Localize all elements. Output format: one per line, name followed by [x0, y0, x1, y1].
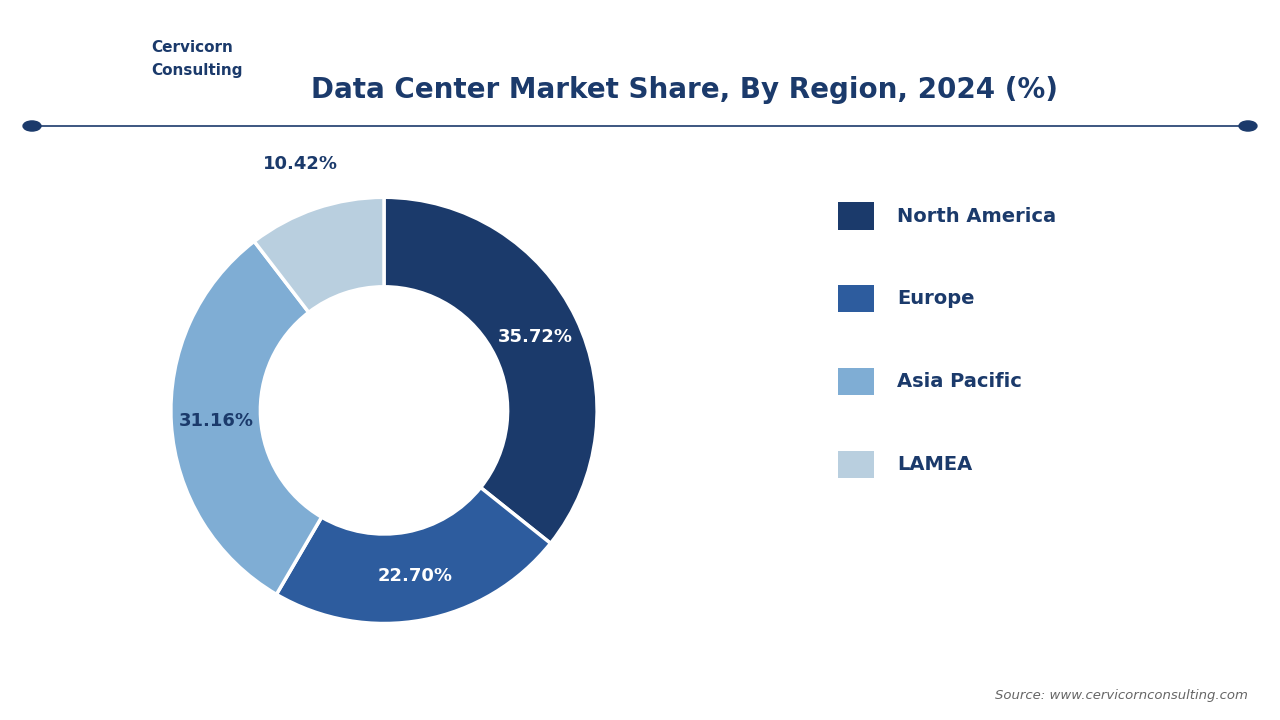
Wedge shape — [172, 241, 321, 595]
Text: 22.70%: 22.70% — [378, 567, 452, 585]
Text: C: C — [56, 45, 86, 78]
Wedge shape — [384, 197, 596, 544]
Bar — [100, 65, 123, 83]
Text: 31.16%: 31.16% — [178, 412, 253, 430]
Text: Cervicorn
Consulting: Cervicorn Consulting — [151, 40, 242, 78]
Text: Data Center Market Share, By Region, 2024 (%): Data Center Market Share, By Region, 202… — [311, 76, 1059, 104]
Text: LAMEA: LAMEA — [897, 455, 973, 474]
Wedge shape — [255, 197, 384, 312]
Text: Europe: Europe — [897, 289, 975, 308]
Bar — [100, 40, 123, 58]
Wedge shape — [276, 487, 550, 624]
Text: North America: North America — [897, 207, 1056, 225]
Text: Asia Pacific: Asia Pacific — [897, 372, 1023, 391]
Text: Source: www.cervicornconsulting.com: Source: www.cervicornconsulting.com — [995, 689, 1248, 702]
Text: 10.42%: 10.42% — [262, 156, 338, 174]
Text: 35.72%: 35.72% — [498, 328, 573, 346]
